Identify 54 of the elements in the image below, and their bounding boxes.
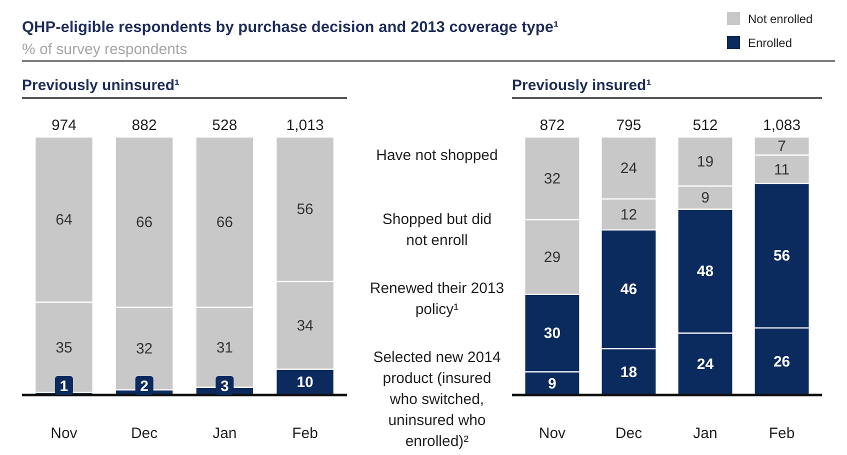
data-label: 48 [696, 263, 714, 280]
data-label: 66 [136, 214, 153, 232]
annotation: 1,083 [763, 117, 801, 134]
x-tick-label: Nov [50, 425, 78, 442]
data-label: 9 [548, 375, 556, 392]
data-label: 35 [56, 339, 72, 356]
text: Enrolled [748, 36, 792, 50]
data-label: 3 [220, 378, 229, 395]
annotation: 872 [540, 117, 565, 134]
x-tick-label: Feb [768, 425, 795, 442]
data-label: 46 [620, 281, 638, 298]
data-label: 18 [620, 364, 638, 381]
data-label: 64 [56, 212, 72, 229]
data-label: 7 [778, 138, 786, 156]
x-tick-label: Feb [292, 425, 318, 442]
data-label: 34 [296, 317, 314, 334]
annotation: 512 [692, 117, 718, 134]
data-label: 10 [296, 374, 314, 392]
series-label: Selected new 2014 product (insured who switched, uninsured who enrolled)² [373, 349, 501, 450]
data-label: 24 [620, 160, 638, 177]
chart-title: Previously insured¹ [512, 77, 652, 94]
x-tick-label: Dec [615, 425, 643, 442]
text: Not enrolled [748, 12, 813, 26]
annotation: 974 [51, 117, 76, 134]
data-label: 19 [696, 154, 714, 171]
annotation: 528 [212, 117, 238, 134]
chart-title: Previously uninsured¹ [22, 77, 180, 94]
text: % of survey respondents [22, 41, 188, 58]
data-label: 30 [544, 325, 561, 342]
data-label: 56 [773, 248, 790, 265]
data-label: 56 [296, 201, 314, 218]
annotation: 795 [616, 117, 642, 134]
data-label: 66 [216, 214, 234, 232]
data-label: 2 [140, 378, 148, 395]
x-tick-label: Nov [538, 425, 566, 442]
data-label: 26 [773, 353, 790, 370]
data-label: 24 [696, 356, 714, 374]
text: Shopped but did not enroll [382, 211, 492, 249]
data-label: 9 [701, 190, 710, 207]
series-label: Renewed their 2013 policy¹ [370, 280, 504, 318]
data-label: 32 [544, 170, 561, 188]
text: QHP-eligible respondents by purchase decision and 2013 coverage type¹ [22, 19, 559, 36]
data-label: 29 [544, 248, 561, 266]
data-label: 31 [216, 339, 234, 356]
series-label: Have not shopped [376, 147, 498, 164]
data-label: 1 [60, 378, 68, 395]
annotation: 1,013 [286, 117, 324, 134]
data-label: 11 [774, 161, 790, 178]
data-label: 32 [136, 340, 153, 358]
data-label: 12 [620, 206, 638, 224]
x-tick-label: Jan [212, 425, 237, 442]
x-tick-label: Jan [693, 425, 718, 442]
annotation: 882 [132, 117, 157, 134]
x-tick-label: Dec [130, 425, 158, 442]
